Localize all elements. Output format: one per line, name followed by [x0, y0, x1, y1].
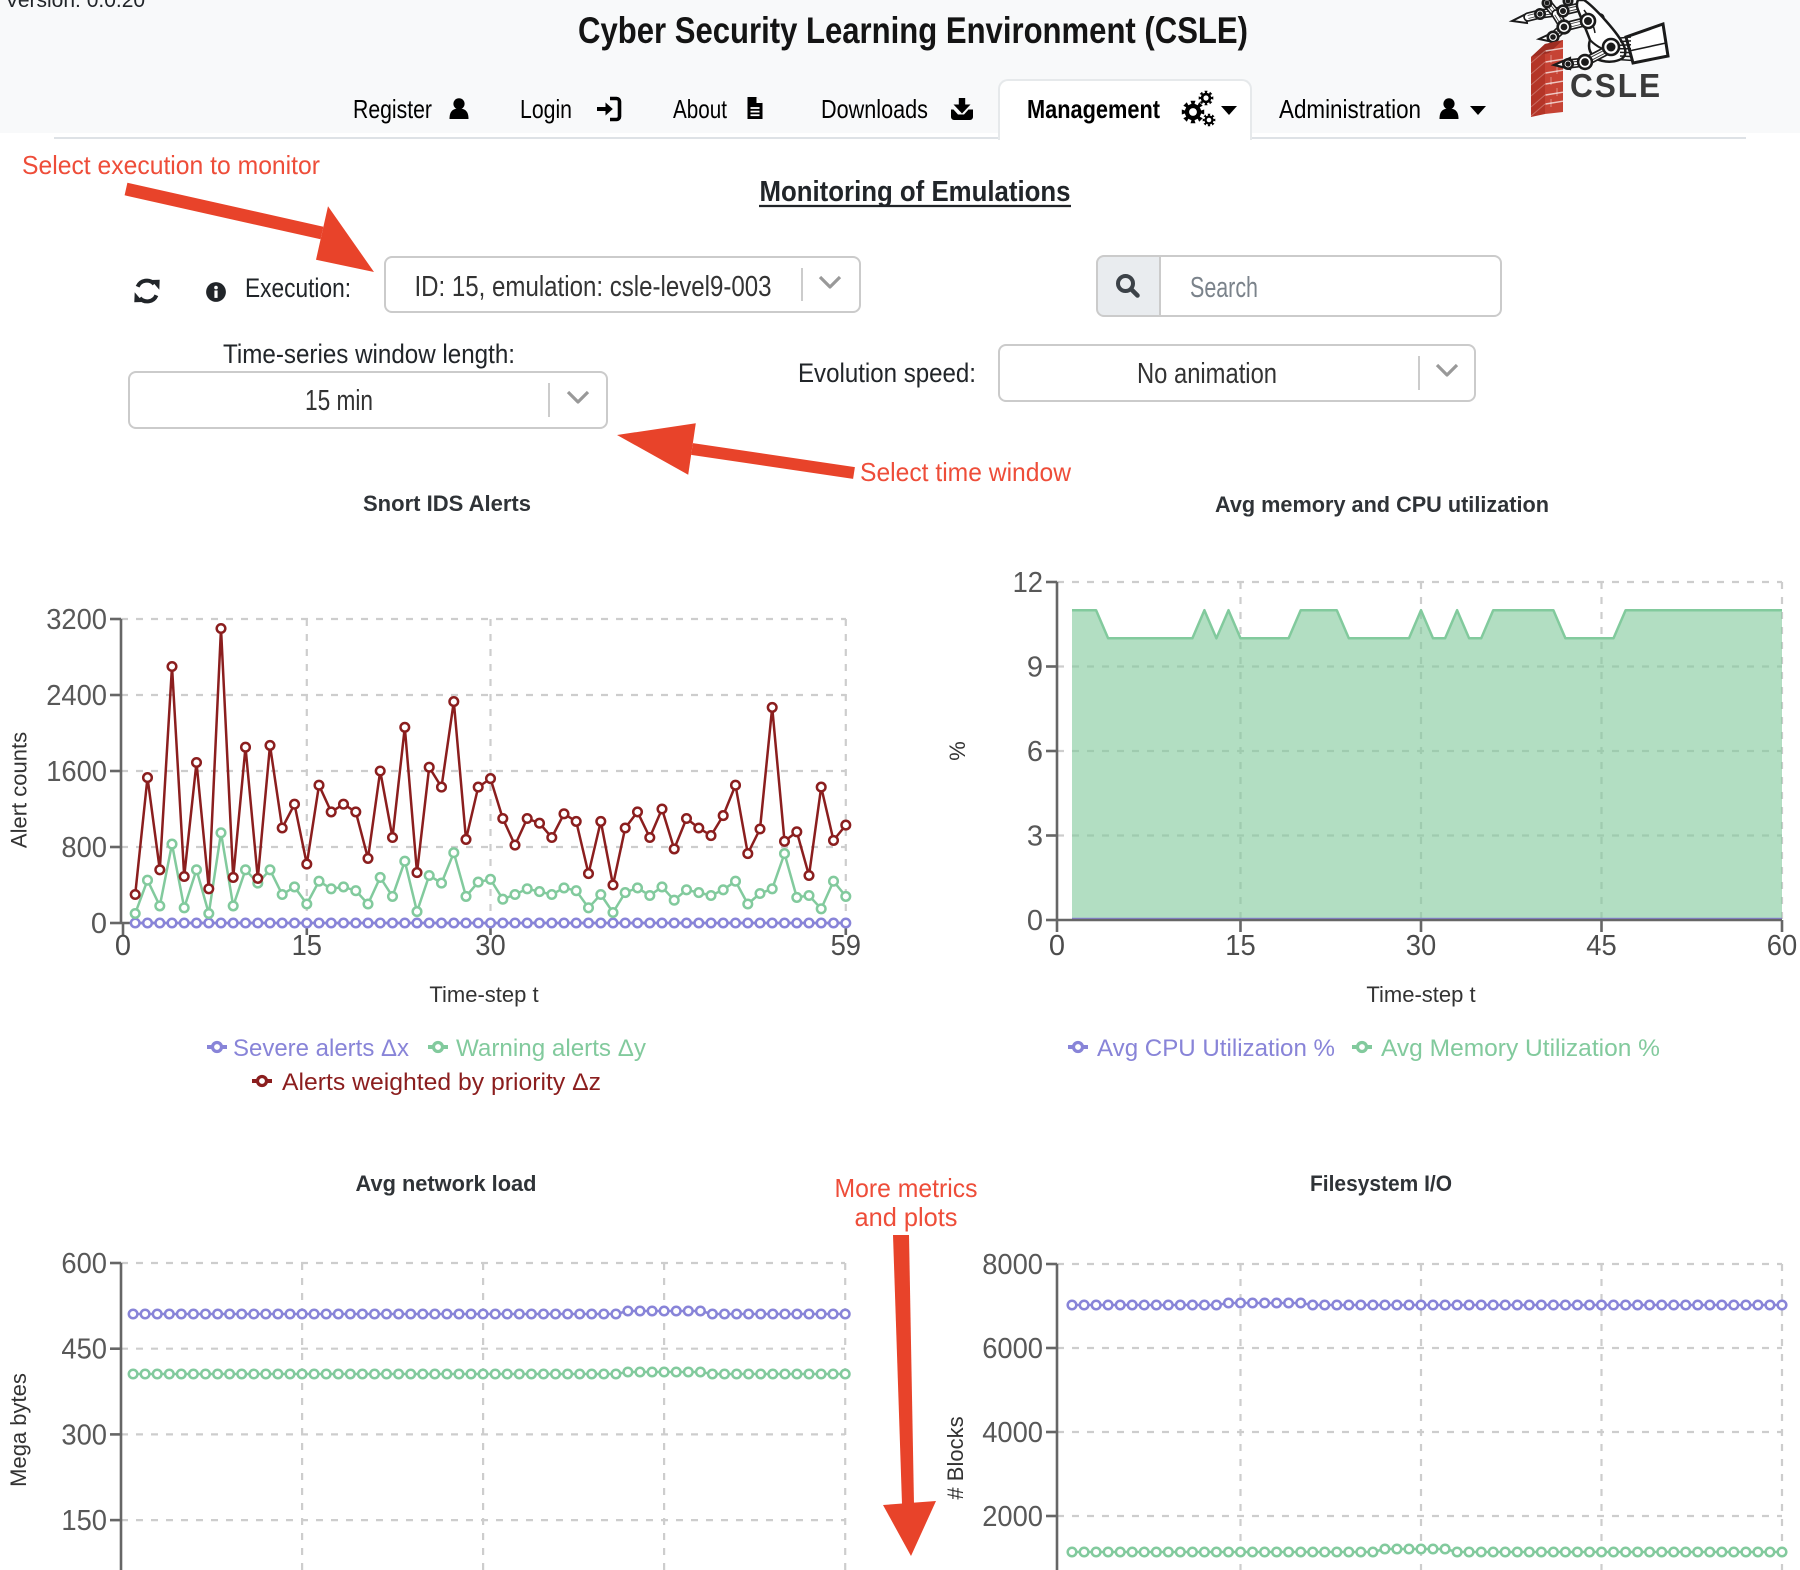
svg-text:Administration: Administration [1279, 94, 1421, 124]
svg-text:30: 30 [1406, 930, 1436, 962]
svg-text:3: 3 [1027, 821, 1043, 853]
svg-text:CSLE: CSLE [1570, 67, 1662, 104]
svg-text:800: 800 [61, 832, 107, 864]
svg-text:Time-step t: Time-step t [429, 982, 538, 1007]
svg-text:0: 0 [1027, 905, 1043, 937]
svg-text:and plots: and plots [855, 1202, 958, 1232]
svg-text:0: 0 [115, 930, 131, 962]
svg-text:Execution:: Execution: [245, 273, 351, 303]
svg-text:Login: Login [520, 94, 572, 124]
svg-text:Register: Register [353, 94, 432, 124]
svg-text:15: 15 [292, 930, 322, 962]
svg-text:Select execution to monitor: Select execution to monitor [22, 150, 320, 180]
svg-text:15 min: 15 min [305, 385, 373, 417]
svg-text:Severe alerts Δx: Severe alerts Δx [233, 1035, 409, 1062]
svg-text:Evolution speed:: Evolution speed: [798, 358, 976, 388]
svg-text:Monitoring of Emulations: Monitoring of Emulations [760, 176, 1071, 208]
svg-text:ID: 15, emulation: csle-level9: ID: 15, emulation: csle-level9-003 [415, 271, 772, 303]
svg-text:Avg Memory Utilization %: Avg Memory Utilization % [1381, 1035, 1660, 1062]
svg-text:8000: 8000 [982, 1249, 1043, 1281]
svg-text:Avg network load: Avg network load [356, 1171, 537, 1196]
svg-text:0: 0 [91, 908, 107, 940]
svg-text:45: 45 [1586, 930, 1616, 962]
svg-text:6000: 6000 [982, 1333, 1043, 1365]
svg-text:60: 60 [1767, 930, 1797, 962]
svg-text:Search: Search [1190, 272, 1258, 304]
svg-text:Warning alerts Δy: Warning alerts Δy [456, 1035, 646, 1062]
svg-text:2400: 2400 [46, 680, 107, 712]
svg-text:Downloads: Downloads [821, 94, 928, 124]
svg-text:Alerts weighted by priority Δz: Alerts weighted by priority Δz [282, 1069, 601, 1096]
svg-text:300: 300 [61, 1419, 107, 1451]
svg-text:Avg CPU Utilization %: Avg CPU Utilization % [1097, 1035, 1335, 1062]
svg-text:150: 150 [61, 1505, 107, 1537]
svg-text:Avg memory and CPU utilization: Avg memory and CPU utilization [1215, 492, 1549, 517]
svg-text:450: 450 [61, 1334, 107, 1366]
svg-text:Mega bytes: Mega bytes [6, 1373, 31, 1487]
svg-text:2000: 2000 [982, 1501, 1043, 1533]
svg-text:Time-series window length:: Time-series window length: [223, 339, 515, 369]
svg-text:59: 59 [831, 930, 861, 962]
svg-text:30: 30 [475, 930, 505, 962]
svg-text:Filesystem I/O: Filesystem I/O [1310, 1171, 1452, 1196]
svg-text:No animation: No animation [1137, 358, 1277, 390]
svg-text:# Blocks: # Blocks [943, 1416, 968, 1499]
svg-text:Snort IDS Alerts: Snort IDS Alerts [363, 491, 531, 516]
svg-text:Time-step t: Time-step t [1366, 982, 1475, 1007]
svg-text:More metrics: More metrics [835, 1173, 978, 1203]
svg-text:Alert counts: Alert counts [7, 732, 32, 848]
svg-text:Select time window: Select time window [860, 457, 1071, 487]
svg-text:About: About [673, 94, 728, 124]
svg-text:15: 15 [1225, 930, 1255, 962]
svg-text:0: 0 [1049, 930, 1065, 962]
svg-text:%: % [945, 741, 970, 761]
svg-text:Management: Management [1027, 94, 1160, 124]
svg-text:Version: 0.0.20: Version: 0.0.20 [5, 0, 145, 12]
svg-text:Cyber Security Learning Enviro: Cyber Security Learning Environment (CSL… [578, 10, 1248, 51]
svg-text:3200: 3200 [46, 604, 107, 636]
svg-text:4000: 4000 [982, 1417, 1043, 1449]
svg-text:1600: 1600 [46, 756, 107, 788]
svg-text:6: 6 [1027, 736, 1043, 768]
svg-text:9: 9 [1027, 652, 1043, 684]
svg-text:600: 600 [61, 1248, 107, 1280]
svg-text:12: 12 [1013, 567, 1043, 599]
